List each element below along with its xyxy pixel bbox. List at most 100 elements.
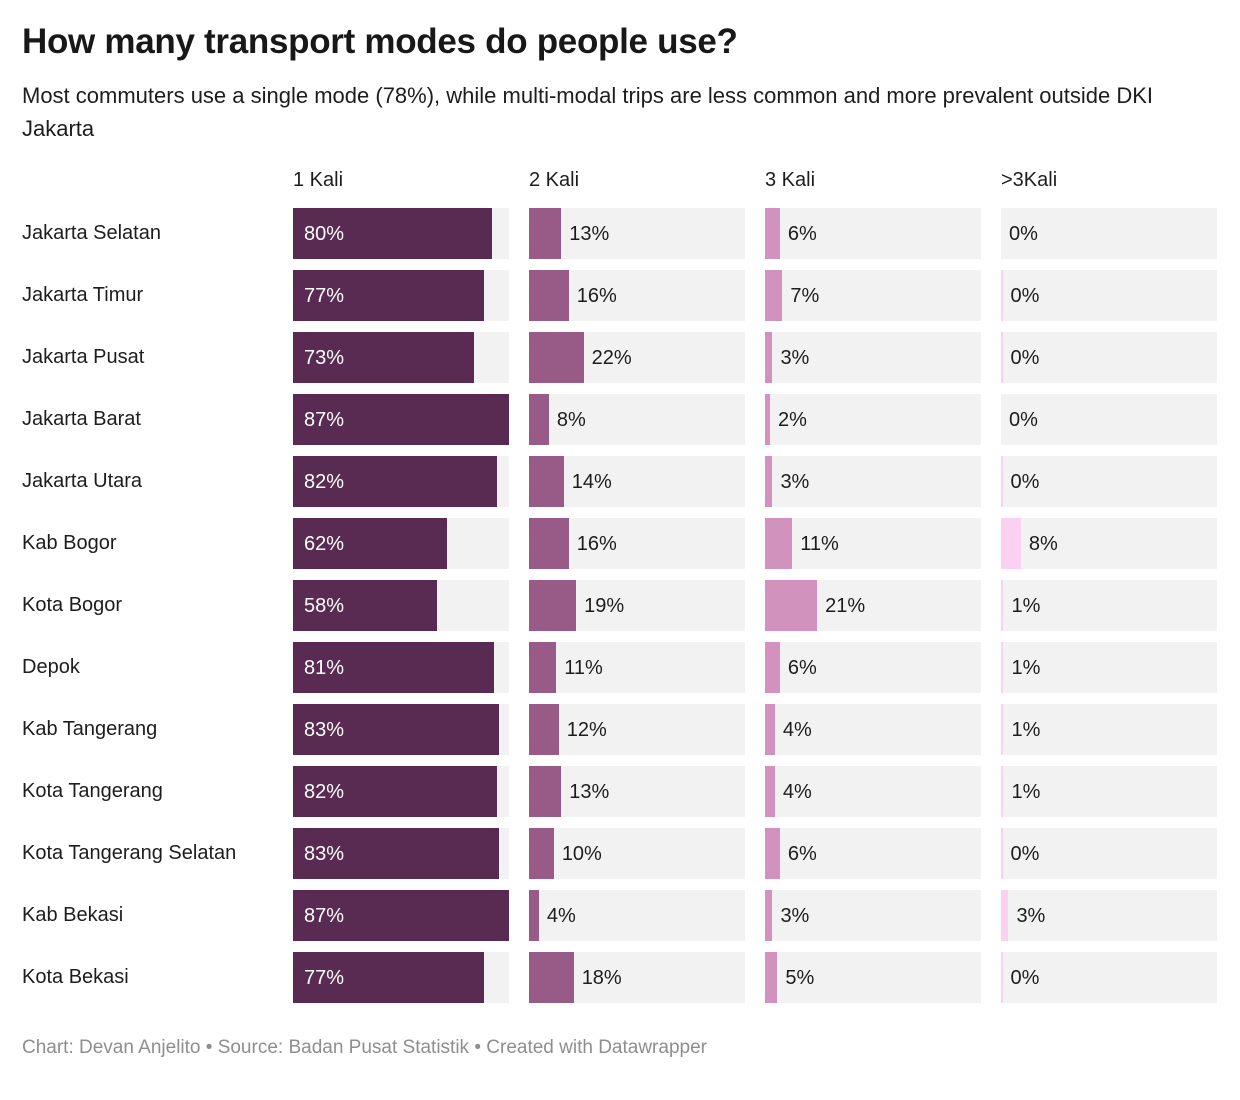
bar-3kali: [765, 704, 775, 756]
row-label: Depok: [22, 656, 80, 679]
bar-2kali: [529, 208, 562, 260]
bar-track-1kali: 87%: [293, 890, 509, 942]
value-label: 8%: [1028, 532, 1058, 555]
bar-track-3kali: 11%: [765, 518, 981, 570]
bar-2kali: [529, 580, 577, 632]
bar-gt3kali: [1001, 828, 1003, 880]
row-label: Kota Bekasi: [22, 966, 129, 989]
value-label: 21%: [825, 594, 866, 617]
value-label: 2%: [777, 408, 807, 431]
value-label: 0%: [1010, 346, 1040, 369]
bar-track-3kali: 6%: [765, 642, 981, 694]
value-label: 10%: [561, 842, 602, 865]
bar-track-2kali: 16%: [529, 518, 745, 570]
bar-3kali: [765, 270, 783, 322]
bar-track-3kali: 3%: [765, 332, 981, 384]
value-label: 1%: [1011, 780, 1041, 803]
bar-track-3kali: 3%: [765, 456, 981, 508]
value-label: 19%: [584, 594, 625, 617]
bar-2kali: [529, 828, 554, 880]
bar-rows: Jakarta Selatan 80% 13% 6% 0% Jakarta Timur 77…: [22, 208, 1218, 1004]
table-row: Jakarta Selatan 80% 13% 6% 0%: [22, 208, 1218, 260]
value-label: 3%: [780, 470, 810, 493]
bar-1kali: [293, 890, 509, 942]
value-label: 16%: [576, 284, 617, 307]
value-label: 0%: [1010, 966, 1040, 989]
value-label: 3%: [1016, 904, 1046, 927]
value-label: 13%: [569, 222, 610, 245]
bar-track-gt3kali: 0%: [1001, 456, 1217, 508]
bar-1kali: [293, 828, 500, 880]
column-header-gt3kali: >3Kali: [1001, 169, 1058, 192]
bar-track-gt3kali: 0%: [1001, 332, 1217, 384]
bar-track-2kali: 12%: [529, 704, 745, 756]
value-label: 8%: [556, 408, 586, 431]
bar-track-1kali: 73%: [293, 332, 509, 384]
bar-track-gt3kali: 0%: [1001, 394, 1217, 446]
bar-2kali: [529, 642, 557, 694]
bar-2kali: [529, 270, 569, 322]
value-label: 4%: [546, 904, 576, 927]
value-label: 83%: [304, 718, 345, 741]
value-label: 0%: [1010, 470, 1040, 493]
bar-track-1kali: 82%: [293, 766, 509, 818]
bar-gt3kali: [1001, 642, 1004, 694]
chart-footer: Chart: Devan Anjelito • Source: Badan Pu…: [22, 1037, 707, 1059]
bar-3kali: [765, 208, 780, 260]
bar-track-gt3kali: 0%: [1001, 952, 1217, 1004]
bar-track-2kali: 22%: [529, 332, 745, 384]
bar-track-gt3kali: 0%: [1001, 828, 1217, 880]
table-row: Kab Tangerang 83% 12% 4% 1%: [22, 704, 1218, 756]
bar-3kali: [765, 518, 793, 570]
bar-2kali: [529, 890, 539, 942]
bar-1kali: [293, 642, 495, 694]
row-label: Kab Tangerang: [22, 718, 158, 741]
table-row: Kab Bogor 62% 16% 11% 8%: [22, 518, 1218, 570]
bar-track-1kali: 77%: [293, 952, 509, 1004]
bar-gt3kali: [1001, 580, 1004, 632]
table-row: Kota Bekasi 77% 18% 5% 0%: [22, 952, 1218, 1004]
bar-1kali: [293, 394, 509, 446]
bar-gt3kali: [1001, 456, 1003, 508]
bar-1kali: [293, 518, 447, 570]
bar-track-3kali: 7%: [765, 270, 981, 322]
bar-track-3kali: 21%: [765, 580, 981, 632]
bar-track-gt3kali: 8%: [1001, 518, 1217, 570]
value-label: 83%: [304, 842, 345, 865]
bar-track-3kali: 4%: [765, 766, 981, 818]
value-label: 87%: [304, 408, 345, 431]
bar-3kali: [765, 580, 818, 632]
bar-1kali: [293, 208, 492, 260]
value-label: 80%: [304, 222, 345, 245]
value-label: 73%: [304, 346, 345, 369]
column-header-spacer: [22, 169, 273, 192]
bar-1kali: [293, 766, 497, 818]
bar-gt3kali: [1001, 766, 1004, 818]
value-label: 0%: [1009, 408, 1038, 431]
table-row: Jakarta Utara 82% 14% 3% 0%: [22, 456, 1218, 508]
bar-3kali: [765, 890, 773, 942]
bar-track-3kali: 6%: [765, 208, 981, 260]
bar-track-gt3kali: 3%: [1001, 890, 1217, 942]
value-label: 12%: [566, 718, 607, 741]
bar-track-1kali: 83%: [293, 704, 509, 756]
value-label: 6%: [787, 222, 817, 245]
chart-title: How many transport modes do people use?: [22, 22, 738, 61]
bar-gt3kali: [1001, 332, 1003, 384]
row-label: Jakarta Pusat: [22, 346, 145, 369]
value-label: 62%: [304, 532, 345, 555]
value-label: 77%: [304, 966, 345, 989]
column-header-row: 1 Kali 2 Kali 3 Kali >3Kali: [22, 169, 1218, 192]
table-row: Jakarta Pusat 73% 22% 3% 0%: [22, 332, 1218, 384]
table-row: Depok 81% 11% 6% 1%: [22, 642, 1218, 694]
value-label: 1%: [1011, 656, 1041, 679]
bar-gt3kali: [1001, 704, 1004, 756]
value-label: 5%: [785, 966, 815, 989]
value-label: 82%: [304, 780, 345, 803]
value-label: 82%: [304, 470, 345, 493]
row-label: Kota Tangerang Selatan: [22, 842, 237, 865]
value-label: 16%: [576, 532, 617, 555]
value-label: 6%: [787, 656, 817, 679]
column-header-1kali: 1 Kali: [293, 169, 344, 192]
bar-track-2kali: 11%: [529, 642, 745, 694]
